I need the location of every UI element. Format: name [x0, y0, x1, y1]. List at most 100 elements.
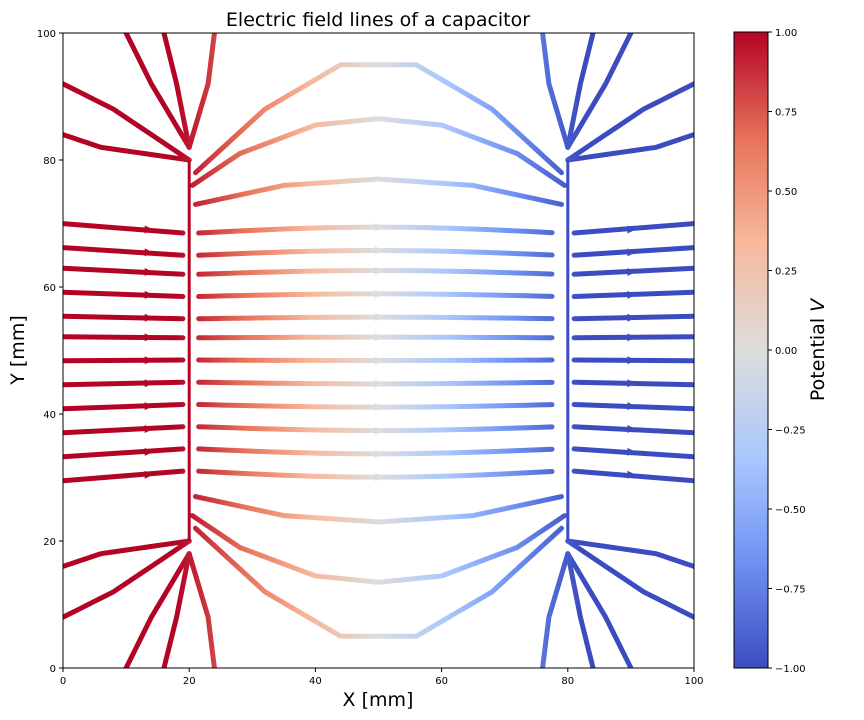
field-line-radial — [123, 551, 192, 668]
field-arrow — [144, 356, 154, 365]
field-line-left — [63, 468, 186, 484]
colorbar-label: Potential V — [807, 297, 829, 401]
colorbar-tick-label: 0.00 — [775, 346, 797, 357]
field-arrow — [144, 225, 154, 234]
field-arrow — [627, 356, 636, 365]
field-line-fringe-bottom — [193, 525, 564, 639]
field-arrow — [375, 289, 384, 298]
field-line-radial — [123, 33, 192, 150]
field-arrow — [375, 426, 384, 435]
field-arrow — [144, 470, 154, 479]
field-arrow — [144, 313, 154, 322]
x-axis: 0 20 40 60 80 100 — [60, 668, 704, 687]
capacitor-plates — [187, 160, 570, 541]
field-arrow — [375, 266, 384, 275]
field-arrow — [627, 248, 636, 257]
field-arrow — [144, 447, 154, 456]
field-line-right — [571, 221, 694, 236]
field-arrow — [144, 402, 154, 411]
field-arrow — [144, 333, 154, 342]
field-line-radial — [186, 551, 217, 668]
y-tick-label: 80 — [43, 156, 56, 167]
field-line-radial — [565, 33, 596, 150]
field-line-radial — [186, 33, 217, 150]
x-tick-label: 0 — [60, 676, 66, 687]
field-line-left — [63, 289, 186, 300]
field-line-right — [571, 446, 694, 460]
field-line-left — [63, 245, 186, 258]
x-tick-label: 80 — [561, 676, 574, 687]
colorbar-tick-label: −0.25 — [775, 426, 806, 437]
field-line-fringe-top — [189, 116, 568, 188]
y-tick-label: 0 — [50, 664, 56, 675]
field-line-radial — [565, 132, 694, 163]
colorbar — [733, 31, 769, 669]
field-arrow — [375, 473, 384, 482]
field-line-radial — [565, 551, 634, 668]
field-arrow — [375, 403, 384, 412]
x-tick-label: 40 — [309, 676, 322, 687]
field-line-fringe-top — [193, 62, 564, 176]
field-arrow — [375, 333, 384, 342]
field-line-radial — [540, 33, 571, 150]
field-line-fringe-top — [193, 176, 564, 207]
y-tick-label: 40 — [43, 410, 56, 421]
y-axis: 0 20 40 60 80 100 — [37, 29, 63, 675]
field-arrow — [144, 290, 154, 299]
field-line-right — [571, 468, 694, 484]
field-line-radial — [565, 81, 694, 163]
x-tick-label: 60 — [435, 676, 448, 687]
field-line-left — [63, 265, 186, 277]
field-arrow — [627, 333, 636, 342]
field-arrow — [375, 223, 384, 232]
x-tick-label: 100 — [684, 676, 703, 687]
y-tick-label: 60 — [43, 283, 56, 294]
field-arrow — [627, 268, 636, 277]
field-line-radial — [565, 538, 694, 620]
field-line-radial — [63, 538, 192, 569]
streamline-layer — [63, 33, 694, 668]
field-line-radial — [565, 538, 694, 569]
x-axis-label: X [mm] — [343, 689, 414, 711]
field-line-fringe-bottom — [193, 494, 564, 525]
x-tick-label: 20 — [183, 676, 196, 687]
chart-title: Electric field lines of a capacitor — [226, 9, 530, 31]
field-line-radial — [540, 551, 571, 668]
colorbar-tick-label: 1.00 — [775, 28, 797, 39]
field-arrow — [627, 402, 636, 411]
colorbar-tick-label: 0.75 — [775, 108, 797, 119]
y-tick-label: 20 — [43, 537, 56, 548]
field-line-left — [63, 357, 186, 364]
field-arrow — [144, 379, 154, 388]
colorbar-tick-label: −0.50 — [775, 505, 806, 516]
field-line-left — [63, 401, 186, 412]
field-arrow — [375, 313, 384, 322]
field-line-fringe-bottom — [189, 513, 568, 585]
field-line-radial — [63, 81, 192, 163]
colorbar-tick-label: −1.00 — [775, 664, 806, 675]
field-line-left — [63, 334, 186, 341]
colorbar-label-text: Potential — [807, 312, 829, 401]
field-arrow — [144, 424, 154, 433]
field-arrow — [375, 379, 384, 388]
field-arrow — [627, 313, 636, 322]
field-line-radial — [565, 551, 596, 668]
field-line-left — [63, 313, 186, 322]
y-tick-label: 100 — [37, 29, 56, 40]
field-arrow — [375, 246, 384, 255]
plot-frame — [62, 32, 695, 669]
field-arrow — [144, 248, 154, 257]
colorbar-tick-label: −0.75 — [775, 585, 806, 596]
field-arrow — [627, 290, 636, 299]
colorbar-label-variable: V — [807, 297, 829, 312]
field-arrow — [375, 449, 384, 458]
field-arrow — [627, 379, 636, 388]
field-arrow — [375, 356, 384, 365]
field-line-right — [571, 245, 694, 258]
field-arrow — [144, 268, 154, 277]
field-line-left — [63, 424, 186, 436]
colorbar-tick-label: 0.25 — [775, 267, 797, 278]
field-line-radial — [63, 538, 192, 620]
field-line-left — [63, 379, 186, 388]
